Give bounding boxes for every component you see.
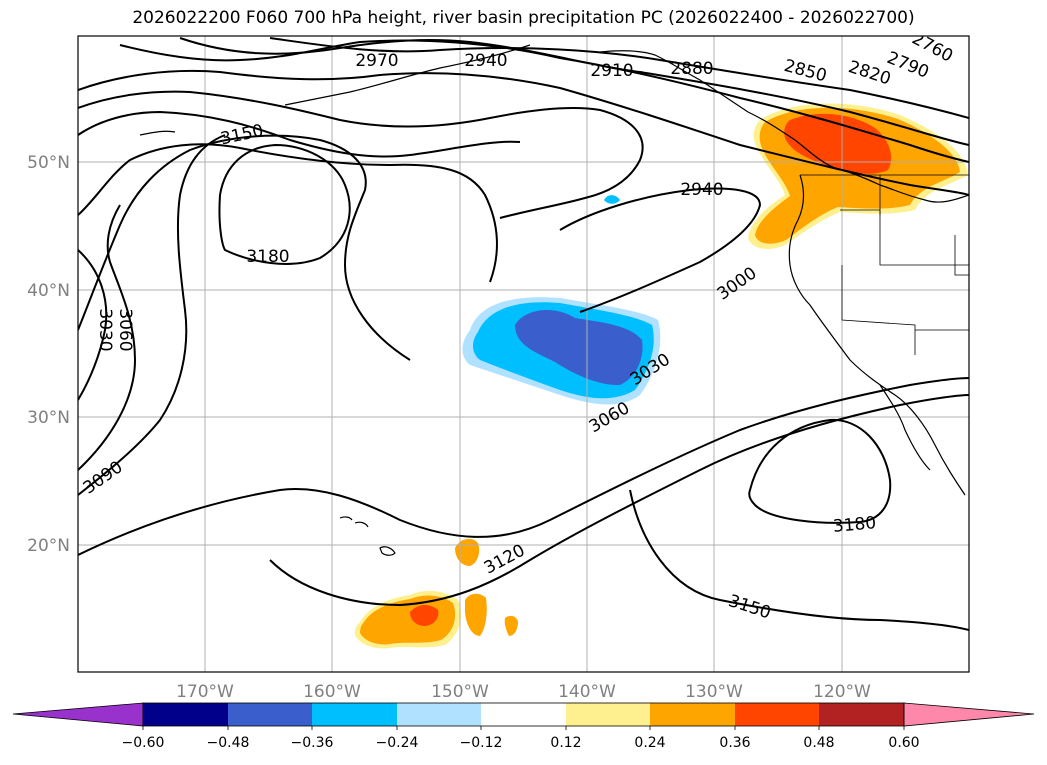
colorbar-segment — [312, 703, 397, 726]
map-frame — [77, 35, 970, 673]
lon-label: 130°W — [685, 682, 743, 702]
colorbar-tick: −0.48 — [207, 735, 250, 751]
lat-label: 50°N — [27, 153, 70, 173]
lat-label: 30°N — [27, 408, 70, 428]
negative-precip-region — [462, 195, 661, 405]
contour-label: 2910 — [590, 61, 633, 81]
colorbar-tick: 0.36 — [719, 735, 750, 751]
colorbar-segment — [566, 703, 650, 726]
colorbar-segment — [397, 703, 481, 726]
colorbar-tick: −0.60 — [122, 735, 165, 751]
colorbar-tick: 0.48 — [803, 735, 834, 751]
lon-label: 160°W — [303, 682, 361, 702]
colorbar-tick: 0.60 — [888, 735, 919, 751]
contour-label: 2940 — [464, 51, 507, 71]
colorbar-tick: 0.24 — [634, 735, 665, 751]
colorbar: −0.60 −0.48 −0.36 −0.24 −0.12 0.12 0.24 … — [12, 702, 1035, 751]
graticule — [78, 36, 969, 672]
contour-label: 3180 — [832, 513, 877, 537]
positive-precip-region-hawaii — [354, 538, 518, 649]
colorbar-segment — [735, 703, 819, 726]
longitude-labels: 170°W 160°W 150°W 140°W 130°W 120°W — [176, 682, 871, 702]
contour-label: 2970 — [355, 51, 398, 71]
lon-label: 150°W — [431, 682, 489, 702]
contour-label: 2940 — [680, 180, 723, 200]
contour-label: 3060 — [115, 308, 135, 351]
colorbar-segment — [228, 703, 312, 726]
colorbar-segment — [481, 703, 566, 726]
lat-label: 20°N — [27, 536, 70, 556]
contour-label: 3030 — [95, 308, 115, 351]
colorbar-tick: −0.36 — [291, 735, 334, 751]
height-contours — [78, 37, 969, 631]
colorbar-segment — [650, 703, 735, 726]
colorbar-segment — [143, 703, 228, 726]
colorbar-extend-min — [12, 702, 144, 727]
colorbar-tick: 0.12 — [550, 735, 581, 751]
latitude-labels: 50°N 40°N 30°N 20°N — [27, 153, 70, 556]
contour-label: 3180 — [246, 247, 289, 267]
colorbar-tick: −0.24 — [376, 735, 419, 751]
contour-label: 2880 — [670, 59, 713, 79]
lon-label: 140°W — [558, 682, 616, 702]
colorbar-segment — [819, 703, 904, 726]
lat-label: 40°N — [27, 281, 70, 301]
lon-label: 170°W — [176, 682, 234, 702]
lon-label: 120°W — [813, 682, 871, 702]
colorbar-tick: −0.12 — [460, 735, 503, 751]
map-title: 2026022200 F060 700 hPa height, river ba… — [132, 8, 915, 28]
state-borders — [800, 174, 969, 355]
colorbar-extend-max — [903, 702, 1035, 727]
